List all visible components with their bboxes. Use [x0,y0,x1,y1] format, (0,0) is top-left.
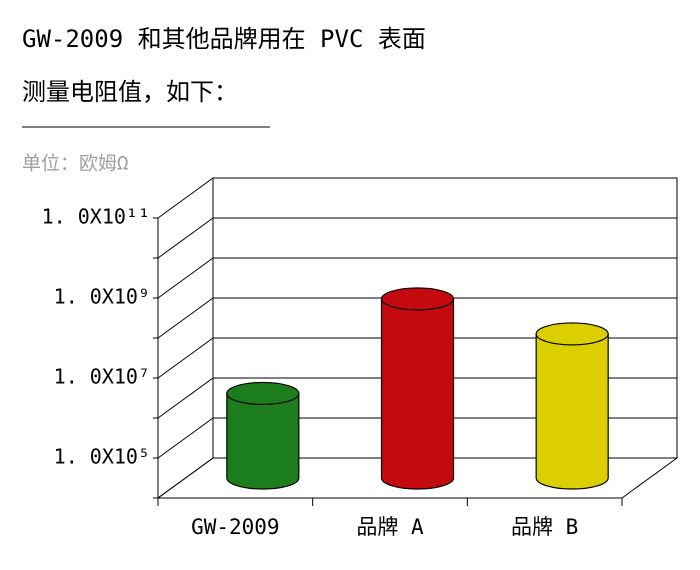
y-tick-label: 1. 0X10¹¹ [42,205,150,229]
grid-diagonal [157,257,214,299]
grid-diagonal [157,417,214,459]
bar-cap [380,287,455,311]
x-tick-label: 品牌 A [356,515,424,539]
x-tick-label: 品牌 B [511,515,578,539]
bar [226,392,300,490]
grid-diagonal [157,337,214,379]
grid-diagonal [157,297,214,339]
subtitle: 测量电阻值，如下： [22,78,238,106]
grid-diagonal [157,457,214,499]
x-tick-label: GW-2009 [191,515,280,539]
y-tick-label: 1. 0X10⁵ [54,445,150,469]
grid-diagonal [157,377,214,419]
grid-diagonal [157,177,214,219]
bar [380,298,455,490]
bar-cap [535,322,609,346]
grid-diagonal [157,217,214,259]
y-tick-label: 1. 0X10⁷ [54,365,150,389]
unit-label: 单位：欧姆Ω [22,153,128,175]
bar [535,333,609,490]
bar-cap [226,381,300,406]
title: GW-2009 和其他品牌用在 PVC 表面 [22,25,426,53]
y-tick-label: 1. 0X10⁹ [54,285,150,309]
